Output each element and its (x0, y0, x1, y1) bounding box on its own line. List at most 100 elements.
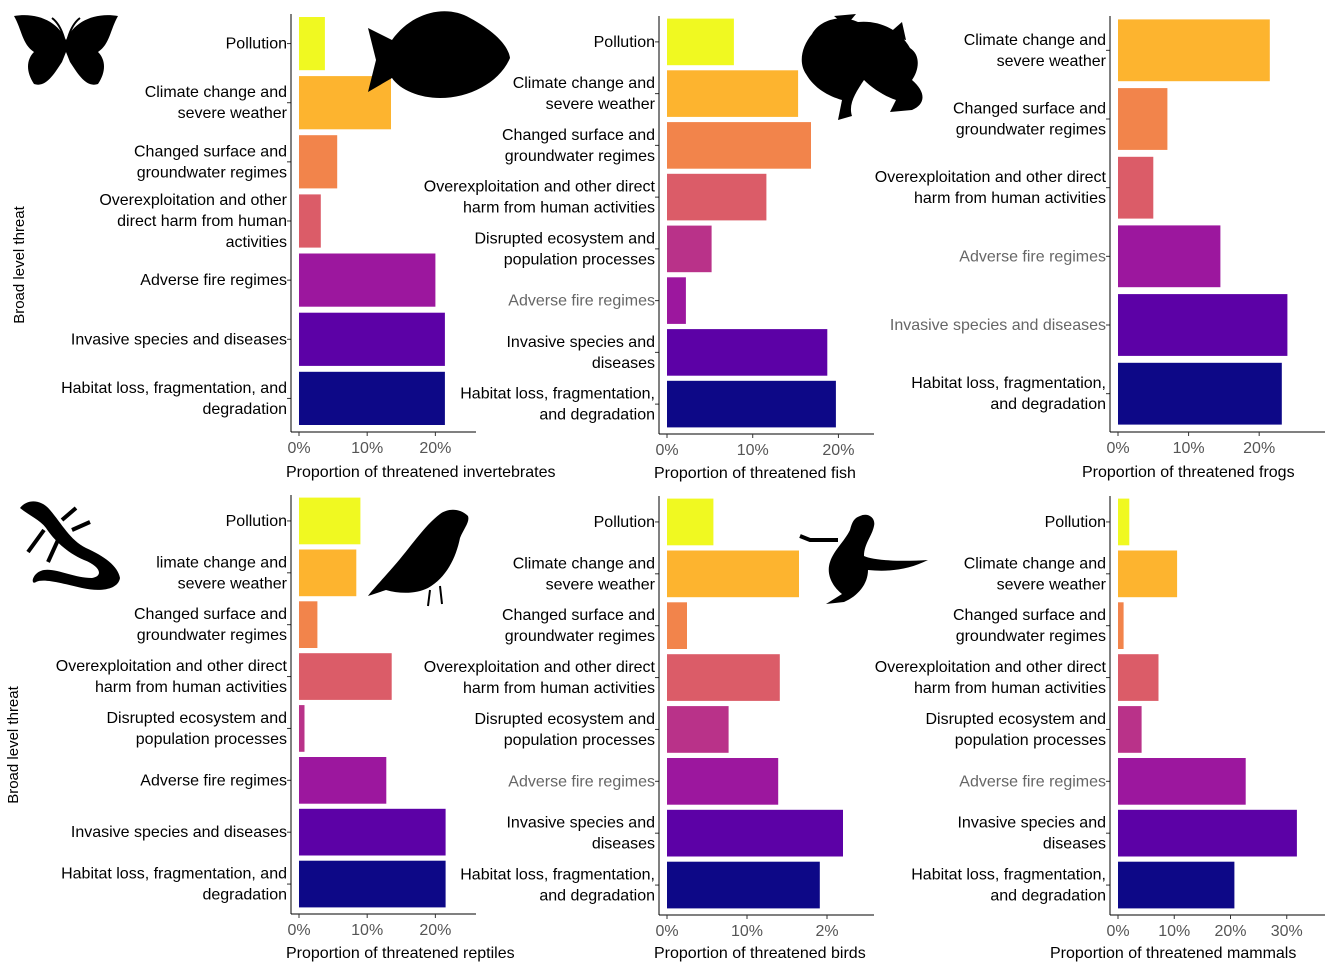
category-label-line: limate change and (156, 554, 287, 571)
category-label-line: groundwater regimes (505, 628, 655, 645)
bar-3-3 (1118, 156, 1154, 219)
y-axis-title-top: Broad level threat (11, 205, 28, 323)
panel-4: Pollution limate change and severe weather… (56, 495, 515, 962)
category-label-line: Pollution (226, 513, 287, 530)
bar-3-6 (1118, 362, 1282, 425)
category-label-6-6: Adverse fire regimes (959, 773, 1106, 790)
bar-6-6 (1118, 758, 1246, 805)
category-label-3-4: Adverse fire regimes (959, 248, 1106, 265)
category-label-line: population processes (504, 732, 655, 749)
bar-2-5 (667, 225, 712, 273)
category-label-3-3: Overexploitation and other direct harm fr… (875, 169, 1107, 207)
bar-5-8 (667, 861, 820, 909)
category-label-line: degradation (202, 887, 287, 904)
bird-icon (368, 509, 469, 607)
category-label-4-8: Habitat loss, fragmentation, and degradat… (61, 866, 287, 904)
category-label-6-1: Pollution (1045, 514, 1106, 531)
category-label-line: Invasive species and diseases (71, 824, 287, 841)
bar-2-4 (667, 173, 767, 221)
x-tick-label-5-3: 2% (815, 923, 838, 940)
category-label-line: Disrupted ecosystem and (474, 230, 655, 247)
category-label-line: Changed surface and (953, 101, 1106, 118)
category-label-line: harm from human activities (95, 679, 287, 696)
panel-1: Pollution Climate change and severe weathe… (61, 14, 556, 481)
category-label-line: Overexploitation and other direct (875, 659, 1107, 676)
bar-1-3 (299, 135, 338, 189)
category-label-4-7: Invasive species and diseases (71, 824, 287, 841)
category-label-line: groundwater regimes (956, 628, 1106, 645)
kangaroo-icon (799, 514, 928, 604)
x-tick-label-3-3: 20% (1243, 440, 1275, 457)
bar-2-8 (667, 380, 836, 428)
category-label-4-1: Pollution (226, 513, 287, 530)
category-label-line: Habitat loss, fragmentation, (911, 375, 1106, 392)
category-label-line: Pollution (594, 514, 655, 531)
category-label-line: and degradation (539, 407, 655, 424)
x-tick-label-1-2: 10% (351, 440, 383, 457)
lizard-icon (20, 501, 120, 590)
category-label-line: severe weather (997, 53, 1107, 70)
butterfly-icon (14, 15, 118, 85)
category-label-line: Adverse fire regimes (959, 248, 1106, 265)
category-label-5-4: Overexploitation and other direct harm fr… (424, 659, 656, 697)
category-label-4-3: Changed surface and groundwater regimes (134, 606, 287, 644)
category-label-2-8: Habitat loss, fragmentation, and degradat… (460, 386, 655, 424)
x-tick-label-2-2: 10% (737, 442, 769, 459)
category-label-1-7: Habitat loss, fragmentation, and degradat… (61, 380, 287, 418)
category-label-line: Overexploitation and other direct (56, 658, 288, 675)
bar-5-6 (667, 758, 779, 805)
category-label-line: Habitat loss, fragmentation, and (61, 866, 287, 883)
x-tick-label-3-2: 10% (1173, 440, 1205, 457)
category-label-5-8: Habitat loss, fragmentation, and degradat… (460, 867, 655, 905)
category-label-line: and degradation (539, 888, 655, 905)
x-axis-title-3: Proportion of threatened frogs (1082, 464, 1295, 481)
category-label-2-4: Overexploitation and other direct harm fr… (424, 179, 656, 217)
bar-4-8 (299, 860, 446, 908)
category-label-line: Habitat loss, fragmentation, (911, 867, 1106, 884)
bar-1-5 (299, 253, 436, 307)
bar-2-6 (667, 277, 686, 324)
category-label-line: Overexploitation and other (99, 192, 287, 209)
category-label-line: and degradation (990, 888, 1106, 905)
bar-2-1 (667, 18, 734, 66)
category-label-6-4: Overexploitation and other direct harm fr… (875, 659, 1107, 697)
category-label-line: Changed surface and (134, 143, 287, 160)
category-label-line: Invasive species and diseases (890, 317, 1106, 334)
category-label-line: harm from human activities (914, 680, 1106, 697)
category-label-4-5: Disrupted ecosystem and population proces… (106, 710, 287, 748)
x-axis-title-1: Proportion of threatened invertebrates (286, 464, 556, 481)
category-label-4-4: Overexploitation and other direct harm fr… (56, 658, 288, 696)
category-label-3-6: Habitat loss, fragmentation, and degradat… (911, 375, 1106, 413)
x-tick-label-1-1: 0% (287, 440, 310, 457)
category-label-line: Pollution (226, 36, 287, 53)
category-label-line: Adverse fire regimes (508, 773, 655, 790)
x-tick-label-4-1: 0% (287, 922, 310, 939)
bar-3-1 (1118, 19, 1270, 82)
fish-icon (368, 11, 510, 98)
x-tick-label-5-1: 0% (655, 923, 678, 940)
category-label-line: Changed surface and (502, 607, 655, 624)
category-label-5-6: Adverse fire regimes (508, 773, 655, 790)
category-label-6-5: Disrupted ecosystem and population proces… (925, 711, 1106, 749)
category-label-line: Invasive species and (506, 815, 655, 832)
bar-6-2 (1118, 550, 1178, 598)
category-label-6-2: Climate change and severe weather (964, 555, 1107, 593)
panel-3: Climate change and severe weather Changed … (875, 16, 1325, 481)
category-label-1-5: Adverse fire regimes (140, 272, 287, 289)
category-label-line: diseases (592, 355, 655, 372)
bar-3-4 (1118, 225, 1221, 288)
x-tick-label-3-1: 0% (1106, 440, 1129, 457)
category-label-line: groundwater regimes (956, 122, 1106, 139)
bar-6-1 (1118, 498, 1130, 546)
category-label-line: activities (226, 234, 287, 251)
bar-6-7 (1118, 809, 1297, 857)
category-label-line: harm from human activities (914, 190, 1106, 207)
bar-4-7 (299, 808, 446, 856)
bar-1-4 (299, 194, 321, 248)
category-label-2-6: Adverse fire regimes (508, 293, 655, 310)
panel-5: Pollution Climate change and severe weathe… (424, 496, 874, 962)
category-label-line: diseases (592, 836, 655, 853)
category-label-line: Climate change and (513, 75, 655, 92)
bar-3-2 (1118, 88, 1168, 150)
